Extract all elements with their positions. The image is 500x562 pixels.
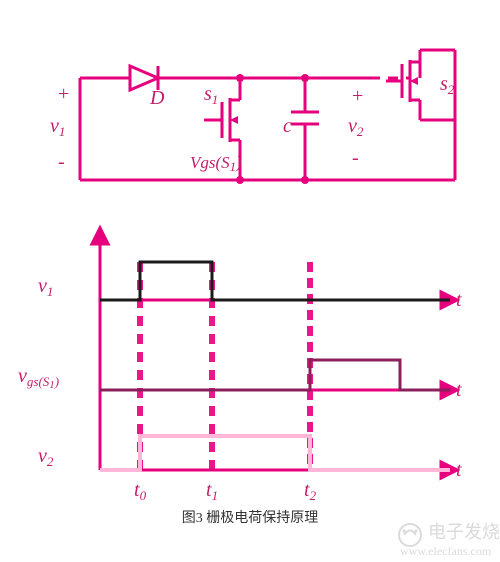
figure-caption: 图3 栅极电荷保持原理	[182, 510, 319, 526]
svg-text:v2: v2	[38, 445, 54, 469]
svg-text:-: -	[58, 151, 65, 173]
svg-text:vgs(S1): vgs(S1)	[18, 365, 59, 391]
watermark-text: 电子发烧友	[428, 522, 500, 542]
svg-text:v1: v1	[38, 275, 53, 299]
timing-diagram: t v1 t vgs(S1) t v2 t0 t1 t2	[18, 235, 462, 503]
svg-text:c: c	[283, 115, 292, 137]
svg-text:s1: s1	[204, 83, 218, 107]
svg-text:D: D	[149, 87, 165, 109]
svg-text:-: -	[352, 147, 359, 169]
svg-text:v2: v2	[348, 115, 364, 139]
circuit-schematic: s1 s2 + v1 - D Vgs(S1) c + v2 -	[50, 50, 455, 184]
watermark: 电子发烧友 www.elecfans.com	[399, 522, 500, 558]
svg-text:t: t	[456, 459, 462, 481]
svg-text:t2: t2	[304, 479, 317, 503]
watermark-url: www.elecfans.com	[400, 544, 492, 558]
svg-text:v1: v1	[50, 115, 65, 139]
svg-text:s2: s2	[440, 73, 455, 97]
svg-text:+: +	[58, 83, 69, 105]
svg-text:t: t	[456, 379, 462, 401]
svg-text:t: t	[456, 289, 462, 311]
svg-text:+: +	[352, 85, 363, 107]
svg-text:t1: t1	[206, 479, 218, 503]
svg-text:t0: t0	[134, 479, 147, 503]
svg-text:Vgs(S1): Vgs(S1)	[190, 153, 242, 174]
figure-canvas: s1 s2 + v1 - D Vgs(S1) c + v2 - t v1 t vgs(S1) t v2 t0 t1…	[0, 0, 500, 562]
